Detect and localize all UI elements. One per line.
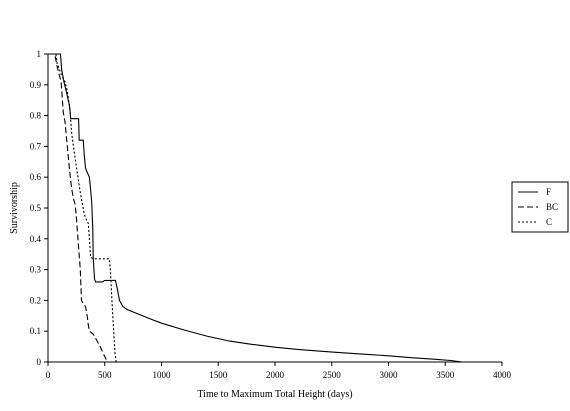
x-tick-label: 3500 bbox=[436, 370, 455, 380]
x-tick-label: 1000 bbox=[153, 370, 172, 380]
y-tick-label: 0.8 bbox=[30, 111, 42, 121]
legend-label-c: C bbox=[546, 217, 552, 227]
x-tick-label: 3000 bbox=[380, 370, 399, 380]
legend: F BC C bbox=[511, 181, 569, 233]
y-tick-label: 0.1 bbox=[30, 326, 41, 336]
series-line-f bbox=[48, 53, 463, 363]
x-tick-label: 0 bbox=[46, 370, 51, 380]
axes: 0 500 1000 1500 2000 2500 3000 3500 4000 0 0.1 0.2 0… bbox=[30, 49, 512, 380]
y-tick-label: 0.7 bbox=[30, 141, 42, 151]
y-tick-label: 0 bbox=[37, 357, 42, 367]
x-tick-label: 500 bbox=[98, 370, 112, 380]
legend-label-f: F bbox=[546, 187, 551, 197]
x-axis-label: Time to Maximum Total Height (days) bbox=[197, 389, 352, 400]
y-tick-label: 0.5 bbox=[30, 203, 42, 213]
series-line-bc bbox=[48, 53, 108, 363]
y-tick-label: 0.2 bbox=[30, 295, 41, 305]
x-tick-label: 1500 bbox=[209, 370, 228, 380]
legend-entries: F BC C bbox=[518, 187, 558, 227]
y-tick-label: 0.6 bbox=[30, 172, 42, 182]
legend-label-bc: BC bbox=[546, 202, 558, 212]
x-tick-label: 2500 bbox=[323, 370, 342, 380]
x-tick-label: 4000 bbox=[493, 370, 512, 380]
x-tick-label: 2000 bbox=[266, 370, 285, 380]
series-line-c bbox=[48, 53, 117, 363]
y-tick-label: 0.9 bbox=[30, 80, 42, 90]
y-axis-label: Survivorship bbox=[9, 182, 20, 234]
y-tick-label: 0.4 bbox=[30, 234, 42, 244]
y-tick-label: 0.3 bbox=[30, 265, 42, 275]
y-tick-label: 1 bbox=[37, 49, 42, 59]
series-lines bbox=[48, 53, 463, 363]
